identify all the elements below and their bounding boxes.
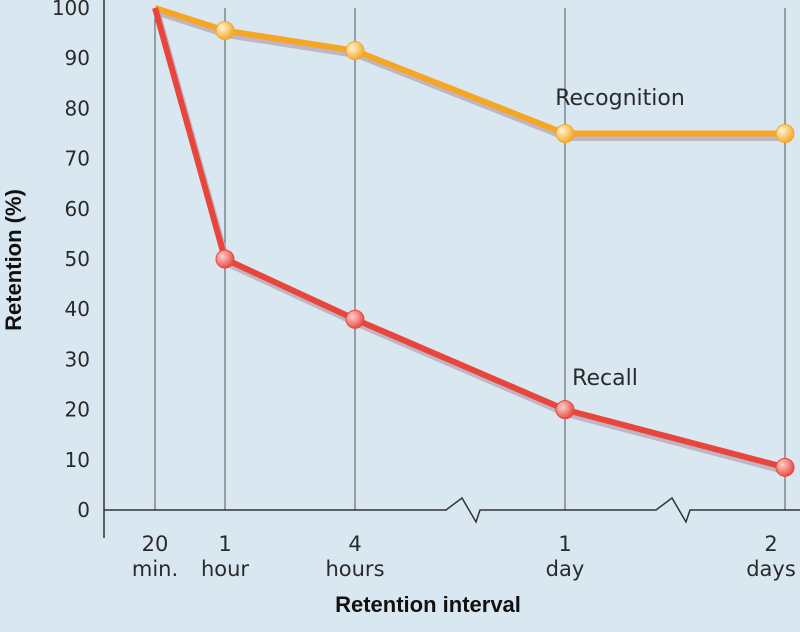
x-tick-4-line1: 2: [764, 532, 777, 556]
x-axis-title: Retention interval: [335, 592, 521, 617]
y-axis-title: Retention (%): [1, 189, 26, 331]
series-labels: Recognition Recall: [555, 86, 685, 391]
recall-point-3: [555, 400, 575, 420]
y-tick-20: 20: [65, 398, 90, 422]
y-tick-70: 70: [65, 147, 90, 171]
recall-line-shadow: [153, 11, 788, 475]
x-tick-0-line1: 20: [142, 532, 169, 556]
recall-line: [152, 7, 786, 471]
recognition-line-shadow: [155, 8, 787, 141]
label-recall: Recall: [572, 366, 638, 391]
y-tick-30: 30: [65, 347, 90, 371]
recall-point-4: [775, 457, 795, 477]
x-tick-1-line2: hour: [201, 557, 249, 581]
recall-point-1: [215, 249, 235, 269]
x-axis-line: [104, 496, 800, 524]
x-tick-4-line2: days: [746, 557, 796, 581]
x-tick-3-line1: 1: [558, 532, 571, 556]
x-tick-3-line2: day: [546, 557, 585, 581]
y-tick-0: 0: [77, 498, 90, 522]
y-tick-10: 10: [65, 448, 90, 472]
recognition-line: [154, 5, 785, 137]
recognition-point-4: [775, 124, 795, 143]
y-tick-labels: 0 10 20 30 40 50 60 70 80 90 100: [52, 0, 90, 522]
y-tick-90: 90: [65, 46, 90, 70]
y-tick-40: 40: [65, 297, 90, 321]
y-tick-100: 100: [52, 0, 90, 20]
y-tick-50: 50: [65, 247, 90, 271]
series-lines: [152, 5, 795, 477]
recall-point-2: [345, 309, 365, 329]
x-tick-2-line1: 4: [348, 532, 361, 556]
label-recognition: Recognition: [555, 86, 685, 111]
x-tick-0-line2: min.: [132, 557, 178, 581]
recognition-point-3: [555, 124, 575, 143]
recognition-point-2: [345, 41, 365, 61]
grid-lines: [154, 8, 786, 510]
recognition-point-1: [215, 21, 235, 41]
y-tick-80: 80: [65, 96, 90, 120]
axes: [103, 0, 800, 538]
y-tick-60: 60: [65, 197, 90, 221]
x-tick-1-line1: 1: [218, 532, 231, 556]
x-tick-2-line2: hours: [325, 557, 384, 581]
